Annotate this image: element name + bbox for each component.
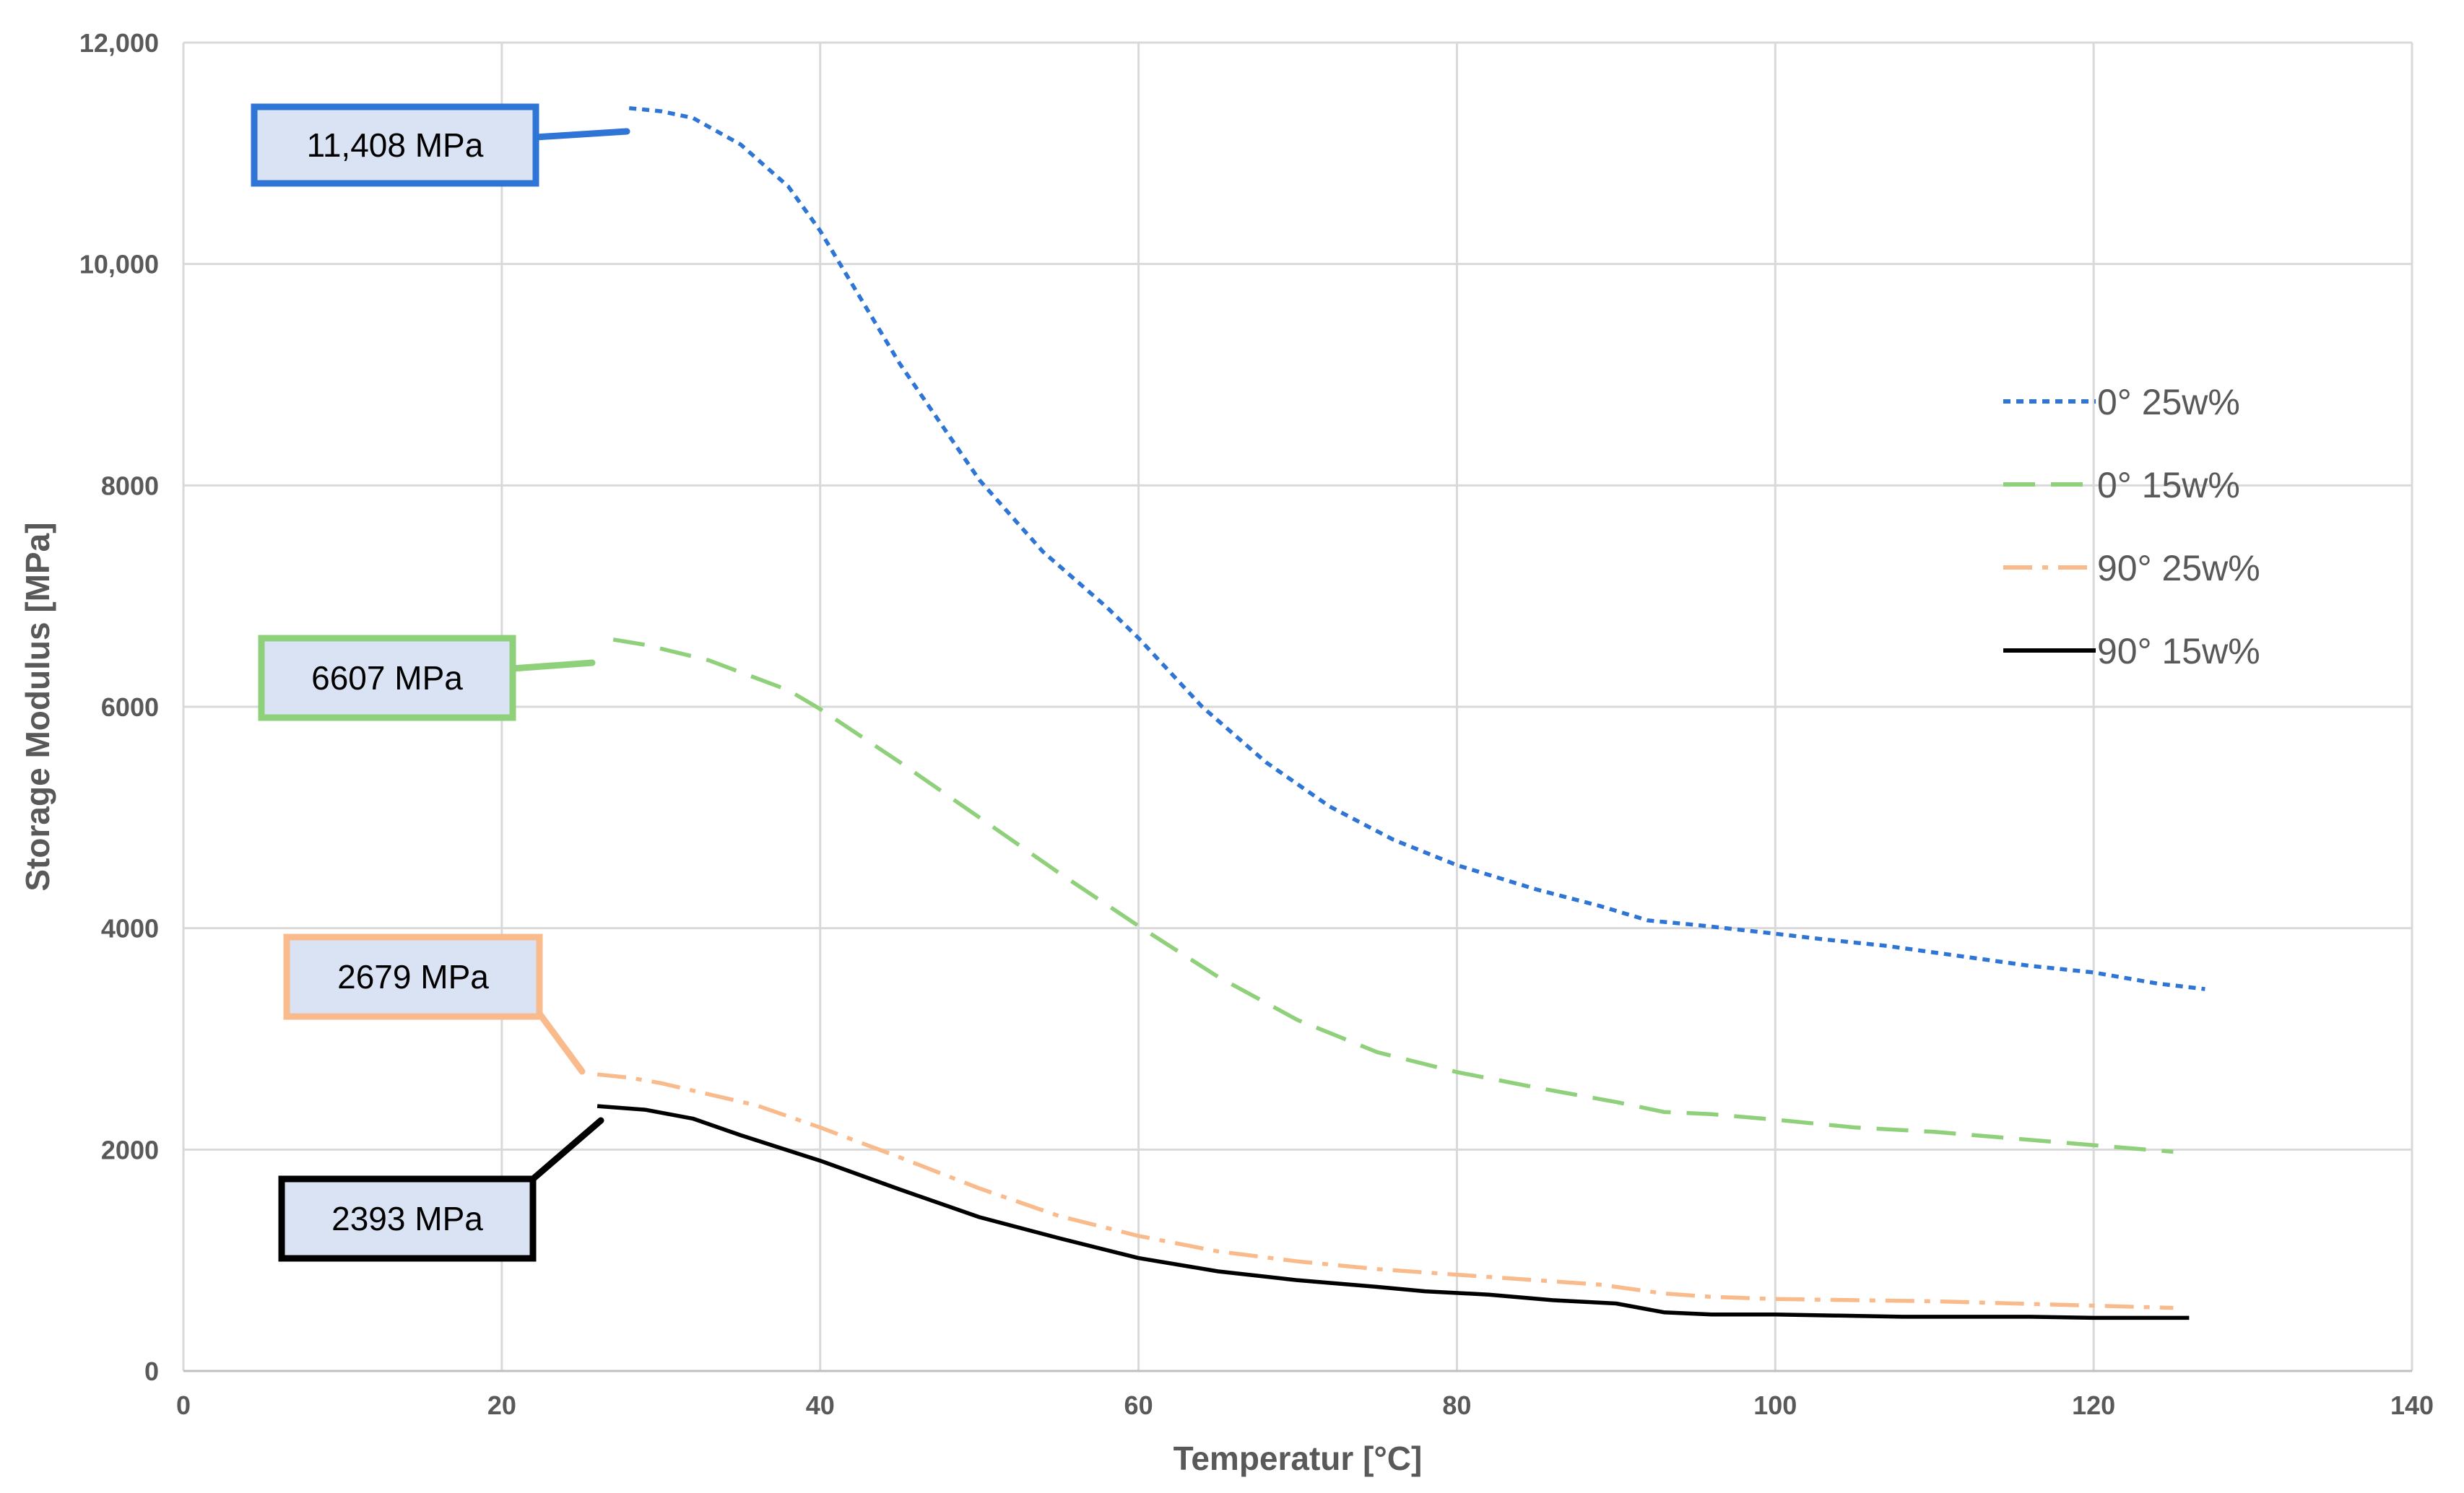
grid-layer xyxy=(182,41,2413,1372)
series-line-1 xyxy=(628,106,2205,991)
legend-label-1: 0° 25w% xyxy=(2097,382,2240,422)
callout-leader-line xyxy=(536,1010,586,1075)
x-tick-label: 140 xyxy=(2390,1390,2434,1420)
callout-box xyxy=(283,933,543,1020)
y-tick-label: 2000 xyxy=(101,1135,159,1165)
callout-leader-line xyxy=(509,659,596,672)
y-tick-label: 6000 xyxy=(101,692,159,722)
legend-label-2: 0° 15w% xyxy=(2097,465,2240,505)
callout-leader-line xyxy=(532,128,630,141)
x-tick-label: 120 xyxy=(2072,1390,2115,1420)
axis-titles: Temperatur [°C] Storage Modulus [MPa] xyxy=(19,522,1422,1477)
y-tick-label: 12,000 xyxy=(79,28,159,58)
y-tick-label: 0 xyxy=(144,1357,159,1386)
series-line-4 xyxy=(597,1104,2190,1320)
y-tick-label: 10,000 xyxy=(79,250,159,279)
tick-labels: 0 2000 4000 6000 8000 10,000 12,000 0 20 40 60 80 10… xyxy=(79,28,2434,1420)
legend-label-4: 90° 15w% xyxy=(2097,631,2260,671)
legend-label-3: 90° 25w% xyxy=(2097,548,2260,588)
x-tick-label: 80 xyxy=(1442,1390,1471,1420)
series-lines xyxy=(597,106,2205,1320)
y-tick-label: 4000 xyxy=(101,914,159,944)
x-tick-label: 60 xyxy=(1124,1390,1153,1420)
callout-box xyxy=(251,103,539,187)
callout-label: 2393 MPa xyxy=(331,1200,483,1237)
x-tick-label: 40 xyxy=(806,1390,835,1420)
callout-box xyxy=(258,635,516,721)
x-axis-title: Temperatur [°C] xyxy=(1174,1440,1423,1477)
callouts: 11,408 MPa 6607 MPa 2679 MPa 2393 MPa xyxy=(251,103,630,1262)
callout-label: 11,408 MPa xyxy=(307,126,484,164)
callout-label: 2679 MPa xyxy=(337,958,489,996)
y-axis-title: Storage Modulus [MPa] xyxy=(19,522,56,891)
series-line-2 xyxy=(612,637,2174,1154)
callout-label: 6607 MPa xyxy=(311,659,463,697)
legend: 0° 25w% 0° 15w% 90° 25w% 90° 15w% xyxy=(2003,382,2260,671)
x-tick-label: 0 xyxy=(176,1390,191,1420)
series-line-3 xyxy=(597,1072,2174,1310)
y-tick-label: 8000 xyxy=(101,471,159,500)
callout-box xyxy=(278,1175,537,1262)
callout-leader-line xyxy=(529,1117,604,1183)
x-tick-label: 100 xyxy=(1753,1390,1797,1420)
x-tick-label: 20 xyxy=(487,1390,516,1420)
